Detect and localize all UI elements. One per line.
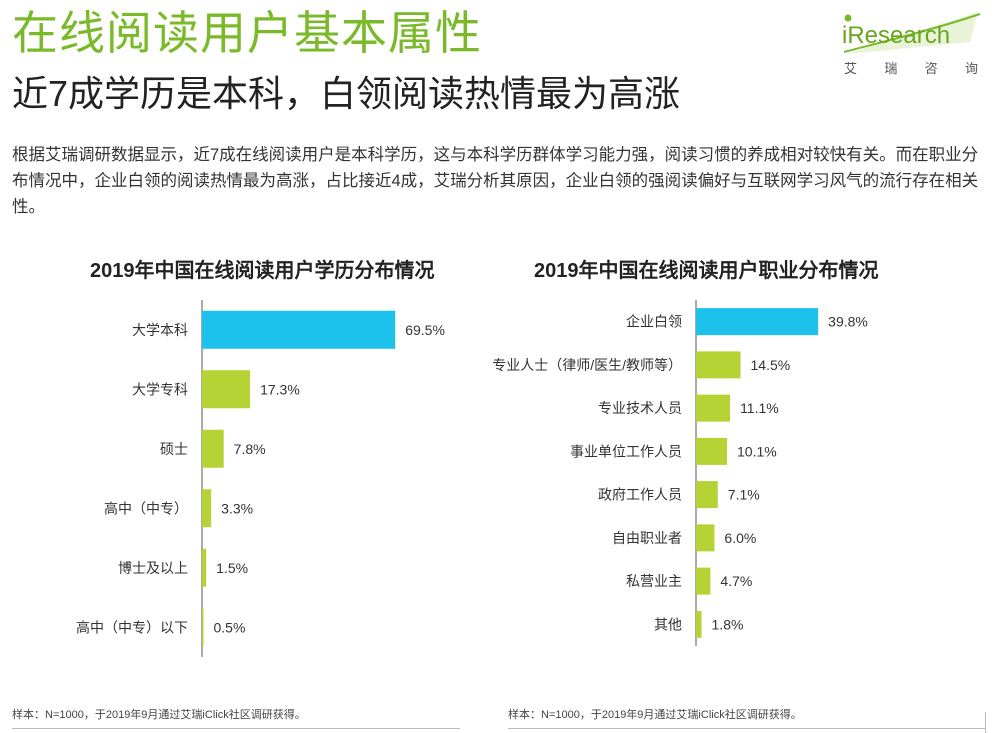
occupation-bar: [696, 394, 731, 422]
occupation-bar-chart: 企业白领 39.8% 专业人士（律师/医生/教师等） 14.5% 专业技术人员 11.1%…: [492, 300, 868, 646]
occupation-bar: [696, 437, 728, 465]
education-value-label: 0.5%: [214, 619, 246, 635]
education-category-label: 大学专科: [132, 381, 188, 397]
iresearch-logo: iResearch 艾 瑞 咨 询: [842, 10, 982, 80]
education-category-label: 高中（中专）: [104, 500, 188, 516]
intro-paragraph: 根据艾瑞调研数据显示，近7成在线阅读用户是本科学历，这与本科学历群体学习能力强，…: [12, 146, 979, 216]
occupation-value-label: 39.8%: [828, 314, 868, 330]
occupation-bar: [696, 481, 718, 509]
occupation-category-label: 私营业主: [626, 573, 682, 589]
education-category-label: 大学本科: [132, 322, 188, 338]
occupation-value-label: 11.1%: [740, 400, 779, 416]
logo-char: 询: [964, 61, 978, 76]
occupation-category-label: 事业单位工作人员: [570, 443, 682, 459]
logo-swoosh-icon: [843, 12, 981, 54]
occupation-bar: [696, 567, 711, 595]
education-category-label: 博士及以上: [118, 560, 188, 576]
occupation-value-label: 4.7%: [720, 573, 752, 589]
education-bar: [202, 608, 204, 647]
occupation-chart-title: 2019年中国在线阅读用户职业分布情况: [534, 260, 879, 282]
page-title: 在线阅读用户基本属性: [12, 7, 482, 59]
occupation-bar: [696, 308, 819, 336]
education-value-label: 17.3%: [260, 381, 300, 397]
education-value-label: 1.5%: [216, 560, 248, 576]
education-category-label: 高中（中专）以下: [76, 619, 188, 635]
logo-char: 咨: [924, 61, 938, 76]
occupation-value-label: 7.1%: [728, 487, 760, 503]
education-chart-title: 2019年中国在线阅读用户学历分布情况: [90, 260, 435, 282]
occupation-category-label: 自由职业者: [612, 530, 682, 546]
education-value-label: 3.3%: [221, 500, 253, 516]
occupation-value-label: 6.0%: [724, 530, 756, 546]
page-corner: [985, 712, 995, 733]
occupation-category-label: 政府工作人员: [598, 487, 682, 503]
occupation-value-label: 1.8%: [712, 616, 744, 632]
education-bar: [202, 489, 212, 528]
occupation-category-label: 专业技术人员: [598, 400, 682, 416]
occupation-bar: [696, 524, 715, 552]
occupation-bar: [696, 610, 702, 638]
education-value-label: 69.5%: [405, 322, 445, 338]
occupation-category-label: 其他: [654, 616, 682, 632]
education-bar: [202, 548, 207, 587]
occupation-category-label: 企业白领: [626, 314, 682, 330]
page-subtitle: 近7成学历是本科，白领阅读热情最为高涨: [12, 73, 681, 114]
occupation-bar: [696, 351, 741, 379]
education-sample-note: 样本：N=1000，于2019年9月通过艾瑞iClick社区调研获得。: [12, 709, 306, 721]
occupation-category-label: 专业人士（律师/医生/教师等）: [492, 357, 682, 373]
education-bar: [202, 429, 224, 468]
logo-char: 瑞: [884, 61, 898, 76]
education-value-label: 7.8%: [234, 441, 266, 457]
occupation-divider: [508, 728, 986, 729]
education-bar-chart: 大学本科 69.5% 大学专科 17.3% 硕士 7.8% 高中（中专） 3.3% 博士及以上 1…: [76, 300, 445, 657]
logo-wordmark: iResearch: [842, 22, 951, 49]
education-bar: [202, 370, 251, 409]
education-divider: [12, 728, 460, 729]
logo-chinese-name: 艾 瑞 咨 询: [844, 58, 978, 77]
occupation-value-label: 10.1%: [737, 443, 777, 459]
logo-char: 艾: [844, 61, 858, 76]
education-bar: [202, 310, 396, 349]
occupation-sample-note: 样本：N=1000，于2019年9月通过艾瑞iClick社区调研获得。: [508, 709, 802, 721]
education-category-label: 硕士: [160, 441, 188, 457]
occupation-value-label: 14.5%: [751, 357, 791, 373]
